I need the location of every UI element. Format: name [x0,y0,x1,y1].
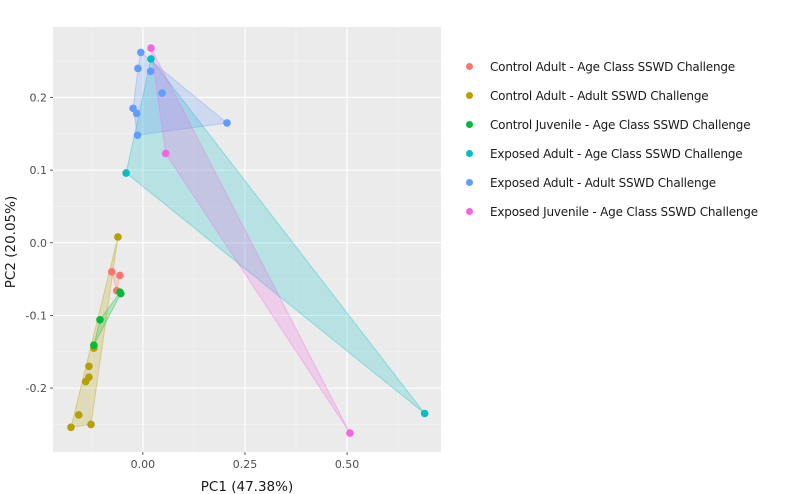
point-series-2[interactable] [116,288,124,296]
point-series-4[interactable] [158,89,166,97]
legend-dot-icon [466,208,473,215]
point-series-2[interactable] [90,341,98,350]
x-axis-ticks: 0.00 0.25 0.50 [131,452,360,471]
legend-label: Exposed Adult - Adult SSWD Challenge [490,175,716,190]
point-series-5[interactable] [346,429,354,437]
legend-dot-icon [466,121,473,128]
point-series-1[interactable] [85,362,93,371]
point-series-1[interactable] [67,423,75,432]
point-series-3[interactable] [147,55,155,63]
x-tick-label: 0.25 [233,458,258,471]
point-series-1[interactable] [87,420,95,429]
legend-item[interactable]: Control Adult - Adult SSWD Challenge [462,81,758,110]
y-tick-label: -0.2 [26,382,47,395]
point-series-1[interactable] [74,411,83,419]
hull-series-5 [150,47,351,434]
legend-dot-icon [466,179,473,186]
point-series-3[interactable] [420,409,429,418]
x-axis-title: PC1 (47.38%) [201,479,293,494]
legend-dot-icon [466,150,473,157]
legend-item[interactable]: Exposed Adult - Age Class SSWD Challenge [462,139,758,168]
hull-series-1 [70,236,119,428]
point-series-0[interactable] [116,271,124,280]
legend-item[interactable]: Exposed Juvenile - Age Class SSWD Challe… [462,197,758,226]
point-series-0[interactable] [108,268,116,276]
legend-label: Control Adult - Adult SSWD Challenge [490,88,709,103]
legend-dot-icon [466,92,473,99]
point-series-4[interactable] [223,119,231,127]
point-series-4[interactable] [146,67,155,76]
point-series-2[interactable] [96,315,104,324]
point-series-5[interactable] [161,149,170,158]
x-tick-label: 0.00 [131,458,156,471]
legend-item[interactable]: Control Adult - Age Class SSWD Challenge [462,52,758,81]
point-series-4[interactable] [134,64,142,73]
y-axis-ticks: -0.2 -0.1 0.0 0.1 0.2 [26,91,53,395]
y-tick-label: 0.0 [30,237,48,250]
y-tick-label: 0.1 [30,164,48,177]
x-tick-label: 0.50 [335,458,360,471]
data-points [67,44,429,437]
legend: Control Adult - Age Class SSWD Challenge… [462,52,758,226]
legend-label: Exposed Juvenile - Age Class SSWD Challe… [490,204,758,219]
grid-major [53,27,441,452]
y-tick-label: 0.2 [30,91,48,104]
point-series-4[interactable] [132,109,141,118]
legend-label: Control Juvenile - Age Class SSWD Challe… [490,117,751,132]
legend-label: Exposed Adult - Age Class SSWD Challenge [490,146,743,161]
point-series-1[interactable] [81,377,90,386]
convex-hulls [70,47,426,434]
y-tick-label: -0.1 [26,309,47,322]
point-series-4[interactable] [137,48,145,57]
point-series-5[interactable] [147,44,155,52]
legend-item[interactable]: Control Juvenile - Age Class SSWD Challe… [462,110,758,139]
legend-item[interactable]: Exposed Adult - Adult SSWD Challenge [462,168,758,197]
legend-dot-icon [466,63,473,70]
point-series-1[interactable] [114,233,122,241]
point-series-4[interactable] [133,131,142,140]
y-axis-title: PC2 (20.05%) [3,196,19,288]
hull-series-4 [132,51,229,136]
legend-label: Control Adult - Age Class SSWD Challenge [490,59,735,74]
point-series-3[interactable] [122,169,130,177]
